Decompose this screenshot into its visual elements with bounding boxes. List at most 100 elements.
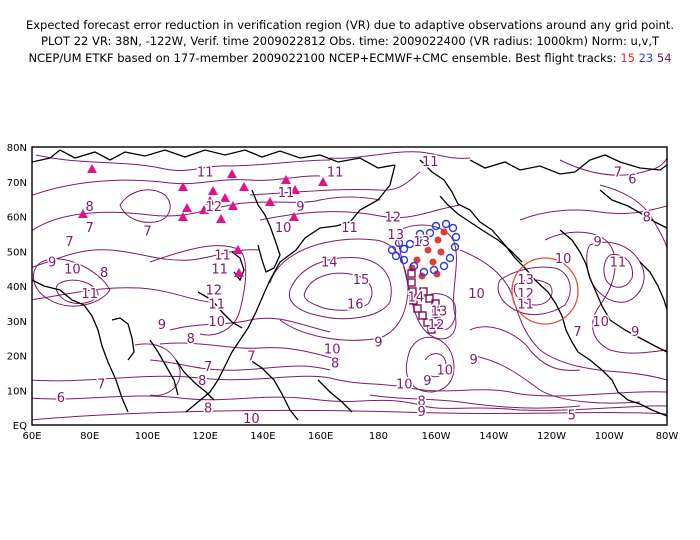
contour-label: 11 [341,221,358,236]
contour-label: 10 [275,221,292,236]
contour-label: 9 [374,336,382,351]
track-label-15: 15 [620,51,635,65]
contour-label: 10 [324,343,341,358]
contour-label: 9 [158,318,166,333]
contour-label: 9 [423,374,431,389]
latitude-label: 60N [7,213,27,224]
latitude-label: 50N [7,247,27,258]
contour-label: 8 [643,211,651,226]
track-label-54: 54 [656,51,672,65]
contour-label: 11 [327,165,344,180]
longitude-label: 160W [422,431,451,442]
longitude-label: 60E [22,431,41,442]
contour-label: 11 [610,256,627,271]
contour-label: 16 [347,297,364,312]
coastlines [32,149,667,421]
contour-label: 10 [468,287,485,302]
longitude-label: 140E [250,431,275,442]
longitude-label: 160E [308,431,333,442]
contour-label: 11 [197,165,214,180]
contour-label: 6 [628,172,636,187]
contour-label: 10 [437,363,454,378]
longitude-label: 140W [479,431,508,442]
latitude-label: 80N [7,143,27,154]
contour-label: 9 [48,256,56,271]
contour-label: 14 [321,256,338,271]
longitude-label: 100W [595,431,624,442]
contour-label: 10 [208,315,225,330]
map-frame [31,146,668,426]
contour-label: 8 [100,266,108,281]
contour-label: 10 [396,377,413,392]
header-line-1: Expected forecast error reduction in ver… [25,18,675,32]
contour-label: 8 [86,200,94,215]
contour-label: 7 [143,224,151,239]
longitude-label: 180 [369,431,388,442]
contour-label: 8 [204,402,212,417]
contour-label: 13 [431,304,448,319]
contour-label: 12 [206,200,223,215]
contour-label: 8 [187,332,195,347]
header-line-3-text: NCEP/UM ETKF based on 177-member 2009022… [28,51,617,65]
flight-track-23 [387,219,461,277]
contour-label: 9 [594,235,602,250]
header-line-2: PLOT 22 VR: 38N, -122W, Verif. time 2009… [41,34,659,48]
contour-label: 5 [568,409,576,424]
contour-label: 7 [204,360,212,375]
contour-label: 9 [631,325,639,340]
latitude-labels: EQ 10N 20N 30N 40N 50N 60N 70N 80N [7,143,27,432]
longitude-label: 80E [80,431,99,442]
longitude-label: 80W [656,431,679,442]
contour-label: 11 [81,287,98,302]
contour-label: 7 [573,325,581,340]
contour-label: 9 [418,405,426,420]
contour-label: 7 [614,165,622,180]
contour-label: 9 [296,200,304,215]
flight-track-54 [407,269,441,334]
contour-lines [32,151,667,421]
contour-label: 12 [206,284,223,299]
latitude-label: 20N [7,352,27,363]
contour-label: 11 [278,186,295,201]
contour-label: 15 [353,273,370,288]
longitude-label: 100E [135,431,160,442]
contour-label: 13 [517,273,534,288]
contour-label: 12 [385,211,402,226]
latitude-label: 30N [7,317,27,328]
contour-label: 10 [592,315,609,330]
contour-label: 8 [331,356,339,371]
contour-label: 7 [97,377,105,392]
latitude-label: 40N [7,282,27,293]
contour-label: 14 [408,290,425,305]
contour-label: 10 [555,252,572,267]
latitude-label: 70N [7,178,27,189]
contour-label: 12 [428,318,445,333]
contour-label: 7 [247,350,255,365]
contour-label: 7 [86,221,94,236]
contour-label: 8 [198,374,206,389]
contour-label: 7 [65,235,73,250]
observation-sites [78,164,328,277]
contour-label: 13 [387,228,404,243]
track-label-23: 23 [638,51,654,65]
header-line-3: NCEP/UM ETKF based on 177-member 2009022… [0,51,700,65]
longitude-label: 120W [537,431,566,442]
contour-label: 6 [57,391,65,406]
contour-label: 8 [418,395,426,410]
longitude-labels: 60E 80E 100E 120E 140E 160E 180 160W 140W 120W 100… [22,431,678,442]
contour-label: 11 [422,155,439,170]
verification-region-circle [511,257,579,325]
contour-label: 11 [517,297,534,312]
contour-label: 9 [469,353,477,368]
contour-label: 10 [64,263,81,278]
contour-label: 11 [214,249,231,264]
contour-label: 11 [208,297,225,312]
longitude-label: 120E [192,431,217,442]
contour-label: 11 [211,263,228,278]
contour-label: 10 [243,412,260,427]
latitude-label: 10N [7,386,27,397]
contour-label: 13 [413,235,430,250]
latitude-label: EQ [13,421,27,432]
